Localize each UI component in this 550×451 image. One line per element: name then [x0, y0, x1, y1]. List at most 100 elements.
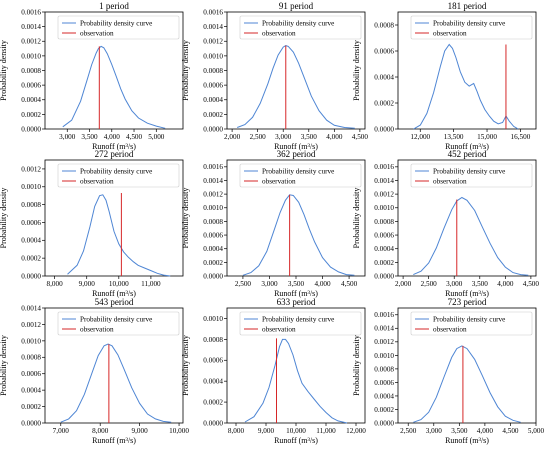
y-tick-label: 0.0014	[374, 325, 394, 333]
x-tick-label: 7,000	[53, 427, 70, 435]
x-axis-label: Runoff (m³/s)	[274, 289, 318, 298]
x-tick-label: 3,000	[261, 280, 278, 288]
legend: Probability density curve observation	[239, 163, 362, 188]
chart-panel-3: 181 period 12,000 13,500 15,000 16,500 0.0000…	[352, 1, 537, 151]
x-tick-label: 4,000	[497, 280, 514, 288]
legend-box	[57, 15, 180, 40]
y-tick-label: 0.0004	[203, 378, 223, 386]
x-tick-label: 8,000	[92, 427, 109, 435]
panel-title: 633 period	[277, 297, 316, 307]
y-tick-label: 0.0016	[203, 163, 223, 171]
x-tick-label: 2,500	[250, 133, 267, 141]
y-tick-label: 0.0004	[21, 96, 41, 104]
x-tick-label: 3,000	[446, 280, 463, 288]
y-tick-label: 0.0012	[21, 38, 41, 46]
y-tick-label: 0.0008	[374, 365, 394, 373]
y-tick-label: 0.0004	[21, 237, 41, 245]
y-tick-label: 0.0006	[374, 231, 394, 239]
panel-title: 723 period	[448, 297, 487, 307]
legend-observation-label: observation	[262, 178, 296, 186]
x-tick-label: 16,500	[511, 133, 531, 141]
y-tick-label: 0.0010	[203, 52, 223, 60]
legend: Probability density curve observation	[239, 311, 362, 336]
y-tick-label: 0.0006	[21, 370, 41, 378]
y-tick-label: 0.0012	[374, 191, 394, 199]
y-tick-label: 0.0000	[21, 419, 41, 427]
x-tick-label: 12,000	[410, 133, 430, 141]
legend-observation-label: observation	[433, 30, 467, 38]
x-tick-label: 3,500	[288, 280, 305, 288]
chart-panel-1: 1 period 3,000 3,500 4,000 4,500 5,000 0.0000 0…	[0, 1, 184, 151]
y-tick-label: 0.0008	[203, 336, 223, 344]
density-curve	[242, 194, 355, 276]
x-tick-label: 11,000	[316, 427, 336, 435]
x-tick-label: 4,500	[502, 427, 519, 435]
legend-observation-label: observation	[262, 326, 296, 334]
x-tick-label: 5,000	[528, 427, 545, 435]
y-tick-label: 0.0000	[21, 125, 41, 133]
y-axis-label: Probability density	[181, 335, 190, 396]
y-tick-label: 0.0000	[21, 272, 41, 280]
y-tick-label: 0.0016	[21, 8, 41, 16]
y-tick-label: 0.0012	[203, 191, 223, 199]
x-axis-label: Runoff (m³/s)	[274, 436, 318, 445]
y-axis-label: Probability density	[0, 188, 8, 249]
y-axis-label: Probability density	[0, 335, 8, 396]
y-tick-label: 0.0006	[21, 82, 41, 90]
x-axis-label: Runoff (m³/s)	[445, 142, 489, 151]
legend-box	[239, 15, 362, 40]
x-axis-label: Runoff (m³/s)	[92, 436, 136, 445]
x-tick-label: 5,000	[148, 133, 165, 141]
legend-box	[239, 163, 362, 188]
y-tick-label: 0.0016	[203, 8, 223, 16]
legend: Probability density curve observation	[57, 15, 180, 40]
y-tick-label: 0.0004	[203, 96, 223, 104]
y-tick-label: 0.0000	[374, 272, 394, 280]
x-tick-label: 3,500	[472, 280, 489, 288]
x-tick-label: 13,500	[444, 133, 464, 141]
legend-box	[239, 311, 362, 336]
x-tick-label: 4,000	[477, 427, 494, 435]
y-tick-label: 0.0014	[21, 304, 41, 312]
legend-density-label: Probability density curve	[262, 316, 334, 324]
y-tick-label: 0.0004	[21, 387, 41, 395]
plot-frame	[44, 307, 184, 424]
density-curve	[244, 338, 348, 424]
y-axis-label: Probability density	[181, 40, 190, 101]
y-tick-label: 0.0014	[374, 177, 394, 185]
legend-density-label: Probability density curve	[433, 168, 505, 176]
legend: Probability density curve observation	[239, 15, 362, 40]
y-tick-label: 0.0014	[21, 23, 41, 31]
y-tick-label: 0.0008	[21, 201, 41, 209]
x-tick-label: 2,500	[421, 280, 438, 288]
y-tick-label: 0.0000	[203, 419, 223, 427]
x-tick-label: 4,500	[341, 280, 358, 288]
y-tick-label: 0.0010	[374, 352, 394, 360]
legend-observation-label: observation	[262, 30, 296, 38]
panel-title: 452 period	[448, 149, 487, 159]
y-tick-label: 0.0002	[21, 255, 41, 263]
legend-observation-label: observation	[433, 178, 467, 186]
panel-title: 1 period	[99, 1, 129, 11]
legend-box	[57, 311, 180, 336]
legend: Probability density curve observation	[410, 15, 533, 40]
y-tick-label: 0.0008	[374, 21, 394, 29]
x-tick-label: 4,000	[104, 133, 121, 141]
y-tick-label: 0.0010	[374, 204, 394, 212]
y-tick-label: 0.0002	[203, 259, 223, 267]
y-tick-label: 0.0008	[374, 218, 394, 226]
y-tick-label: 0.0010	[21, 183, 41, 191]
legend-box	[57, 163, 180, 188]
legend: Probability density curve observation	[410, 311, 533, 336]
y-axis-label: Probability density	[352, 188, 361, 249]
legend-density-label: Probability density curve	[433, 20, 505, 28]
y-tick-label: 0.0008	[21, 67, 41, 75]
x-tick-label: 4,500	[523, 280, 540, 288]
y-tick-label: 0.0004	[374, 245, 394, 253]
y-tick-label: 0.0010	[21, 337, 41, 345]
y-tick-label: 0.0012	[21, 321, 41, 329]
legend-box	[410, 311, 533, 336]
density-curve	[413, 43, 519, 130]
y-tick-label: 0.0004	[374, 73, 394, 81]
y-tick-label: 0.0008	[21, 354, 41, 362]
